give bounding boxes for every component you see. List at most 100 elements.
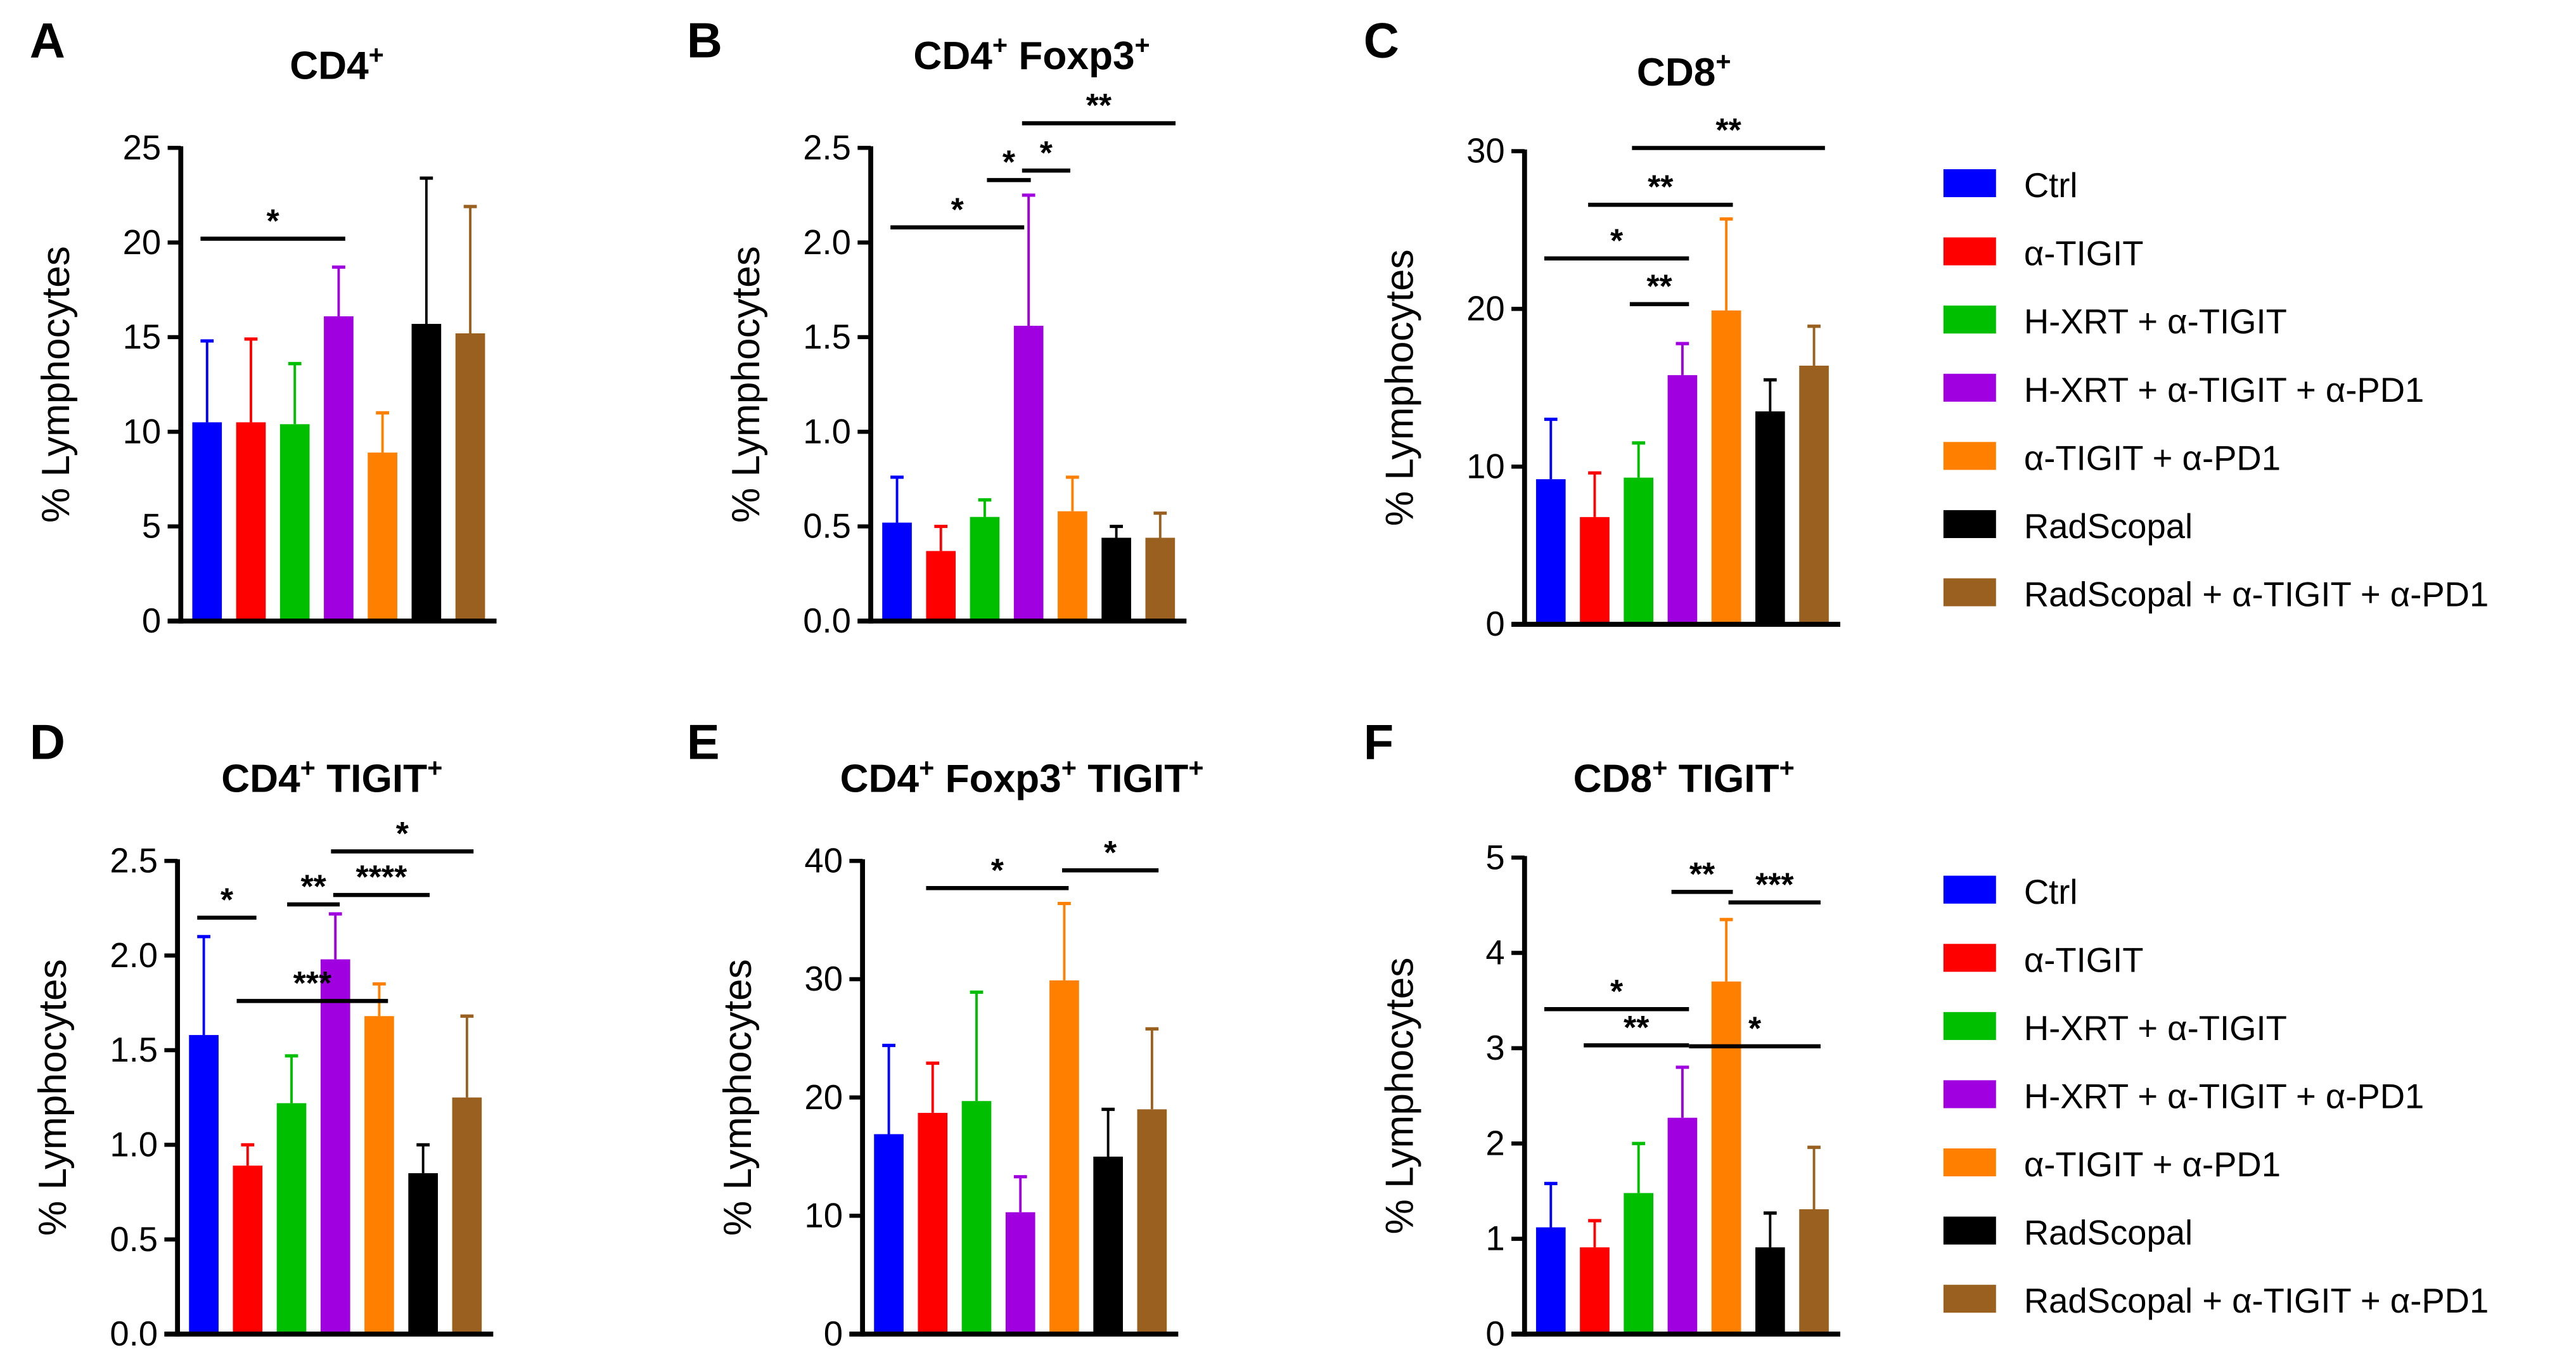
bar — [1799, 1209, 1829, 1334]
bar — [882, 522, 912, 621]
bar — [1093, 1156, 1123, 1334]
y-tick-label: 2.5 — [110, 842, 158, 880]
y-tick-label: 10 — [1466, 447, 1505, 485]
bar — [1624, 477, 1654, 625]
significance-label: ** — [1648, 169, 1674, 205]
bar — [1667, 1117, 1698, 1334]
y-tick-label: 0.0 — [803, 601, 851, 640]
title-superscript: + — [1652, 753, 1667, 783]
legend-label: α-TIGIT — [2024, 941, 2144, 979]
y-axis-label: % Lymphocytes — [716, 959, 760, 1236]
y-tick-label: 5 — [1485, 838, 1504, 877]
bar — [320, 959, 350, 1334]
significance-label: ** — [1715, 112, 1741, 148]
bar — [1711, 981, 1741, 1334]
legend-label: Ctrl — [2024, 873, 2078, 911]
y-tick-label: 5 — [142, 507, 161, 546]
bar — [918, 1112, 948, 1334]
bar — [926, 551, 956, 621]
y-tick-label: 0 — [1485, 1314, 1504, 1353]
legend-swatch — [1943, 1148, 1996, 1177]
significance-label: * — [991, 852, 1004, 889]
bar — [1535, 479, 1566, 625]
title-text: TIGIT — [1667, 757, 1779, 800]
title-superscript: + — [1715, 46, 1731, 76]
bar — [970, 517, 1000, 621]
bar — [1145, 537, 1176, 621]
legend-label: α-TIGIT + α-PD1 — [2024, 1145, 2281, 1184]
y-tick-label: 4 — [1485, 934, 1504, 972]
y-axis-label: % Lymphocytes — [1378, 249, 1422, 526]
legend-label: α-TIGIT + α-PD1 — [2024, 439, 2281, 477]
legend-swatch — [1943, 875, 1996, 904]
y-tick-label: 20 — [123, 223, 162, 262]
bar — [1624, 1193, 1654, 1334]
legend-label: Ctrl — [2024, 166, 2078, 205]
bar — [1005, 1212, 1035, 1334]
panel-letter: A — [30, 14, 65, 68]
title-text: CD4 — [290, 44, 369, 87]
bar — [276, 1103, 307, 1334]
bar — [236, 422, 266, 621]
y-axis-label: % Lymphocytes — [1378, 958, 1422, 1235]
significance-label: ** — [1086, 87, 1112, 124]
title-text: TIGIT — [1077, 757, 1188, 800]
legend-label: RadScopal + α-TIGIT + α-PD1 — [2024, 575, 2489, 614]
significance-label: * — [1003, 144, 1016, 181]
legend-label: H-XRT + α-TIGIT — [2024, 302, 2287, 341]
significance-label: ** — [300, 868, 326, 905]
y-axis-label: % Lymphocytes — [34, 246, 78, 523]
bar — [1058, 511, 1087, 621]
significance-label: * — [396, 815, 409, 852]
y-tick-label: 2.0 — [110, 936, 158, 975]
title-text: Foxp3 — [1008, 34, 1134, 78]
legend-swatch — [1943, 237, 1996, 266]
bar — [1101, 537, 1131, 621]
significance-label: * — [1610, 222, 1624, 259]
bar — [1755, 411, 1785, 625]
significance-label: *** — [1755, 866, 1794, 903]
title-superscript: + — [919, 753, 934, 783]
bar — [411, 324, 442, 621]
bar — [452, 1097, 482, 1334]
bar — [233, 1166, 263, 1334]
legend-label: RadScopal + α-TIGIT + α-PD1 — [2024, 1282, 2489, 1320]
y-tick-label: 10 — [804, 1196, 843, 1235]
y-tick-label: 0.0 — [110, 1314, 158, 1353]
chart-title: CD8+ — [1637, 46, 1731, 94]
title-superscript: + — [1061, 753, 1077, 783]
title-superscript: + — [427, 753, 442, 783]
y-tick-label: 1 — [1485, 1219, 1504, 1258]
chart-title: CD4+ TIGIT+ — [221, 753, 442, 800]
title-text: CD8 — [1573, 757, 1652, 800]
title-superscript: + — [1188, 753, 1203, 783]
legend-swatch — [1943, 1080, 1996, 1108]
title-text: CD8 — [1637, 51, 1715, 94]
bar — [1755, 1247, 1785, 1334]
y-tick-label: 1.5 — [110, 1031, 158, 1069]
panel-letter: C — [1364, 14, 1399, 68]
significance-label: * — [1748, 1010, 1762, 1046]
title-text: CD4 — [221, 757, 300, 800]
y-tick-label: 2 — [1485, 1124, 1504, 1162]
bar — [1667, 375, 1698, 625]
significance-label: * — [267, 202, 280, 239]
title-superscript: + — [1779, 753, 1795, 783]
legend-swatch — [1943, 442, 1996, 470]
y-tick-label: 30 — [804, 960, 843, 998]
panel-letter: E — [687, 716, 720, 770]
chart-title: CD4+ Foxp3+ TIGIT+ — [840, 753, 1204, 800]
significance-label: * — [221, 882, 234, 918]
bar — [1137, 1109, 1167, 1334]
legend: Ctrl α-TIGIT H-XRT + α-TIGIT H-XRT + α-TIGI… — [1943, 873, 2489, 1320]
significance-label: ** — [1689, 856, 1715, 892]
significance-label: *** — [293, 965, 332, 1001]
title-text: Foxp3 — [934, 757, 1061, 800]
bar — [1580, 517, 1610, 625]
chart-title: CD4+ Foxp3+ — [913, 30, 1150, 78]
bar — [1535, 1227, 1566, 1334]
y-tick-label: 1.5 — [803, 318, 851, 356]
significance-label: * — [1610, 973, 1624, 1010]
